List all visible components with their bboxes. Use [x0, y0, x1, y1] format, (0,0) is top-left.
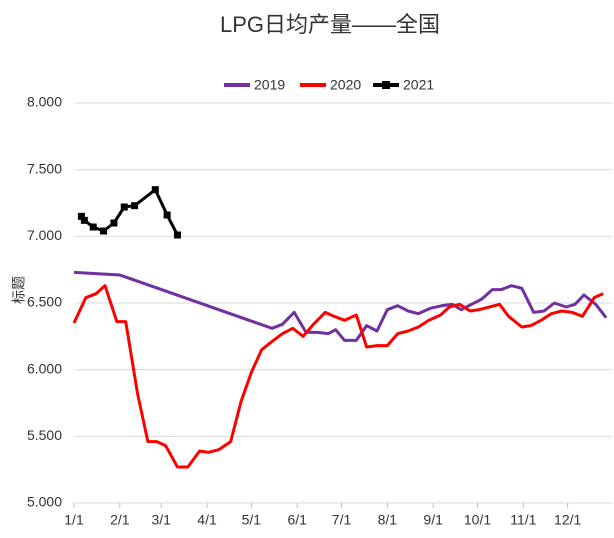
y-tick-label: 5.500 — [27, 427, 62, 443]
series-line — [72, 284, 604, 469]
x-tick-label: 3/1 — [151, 512, 171, 528]
x-tick-label: 9/1 — [423, 512, 443, 528]
x-tick-label: 4/1 — [197, 512, 217, 528]
y-tick-label: 7.000 — [27, 227, 62, 243]
x-tick-label: 7/1 — [332, 512, 352, 528]
marker — [89, 223, 97, 231]
x-tick-label: 2/1 — [110, 512, 130, 528]
marker — [120, 203, 128, 211]
marker — [80, 216, 88, 224]
legend-label: 2020 — [330, 77, 361, 93]
marker — [151, 186, 159, 194]
marker — [131, 202, 139, 210]
y-tick-label: 7.500 — [27, 160, 62, 176]
series-line — [80, 188, 179, 236]
legend-label: 2021 — [403, 77, 434, 93]
x-tick-label: 12/1 — [554, 512, 581, 528]
y-tick-label: 5.000 — [27, 494, 62, 510]
legend-marker — [382, 81, 390, 89]
marker — [163, 211, 171, 219]
x-tick-label: 11/1 — [510, 512, 536, 528]
marker — [77, 212, 85, 220]
y-tick-label: 6.500 — [27, 294, 62, 310]
x-tick-label: 1/1 — [64, 512, 84, 528]
y-tick-label: 6.000 — [27, 360, 62, 376]
marker — [110, 219, 118, 227]
y-axis-label: 标题 — [11, 276, 27, 304]
x-tick-label: 8/1 — [378, 512, 398, 528]
series-line — [73, 270, 608, 342]
marker — [173, 231, 181, 239]
x-tick-label: 5/1 — [242, 512, 262, 528]
x-tick-label: 10/1 — [464, 512, 491, 528]
x-tick-label: 6/1 — [287, 512, 307, 528]
marker — [100, 227, 108, 235]
chart-title: LPG日均产量——全国 — [220, 12, 440, 37]
legend-label: 2019 — [254, 77, 285, 93]
y-tick-label: 8.000 — [27, 94, 62, 110]
